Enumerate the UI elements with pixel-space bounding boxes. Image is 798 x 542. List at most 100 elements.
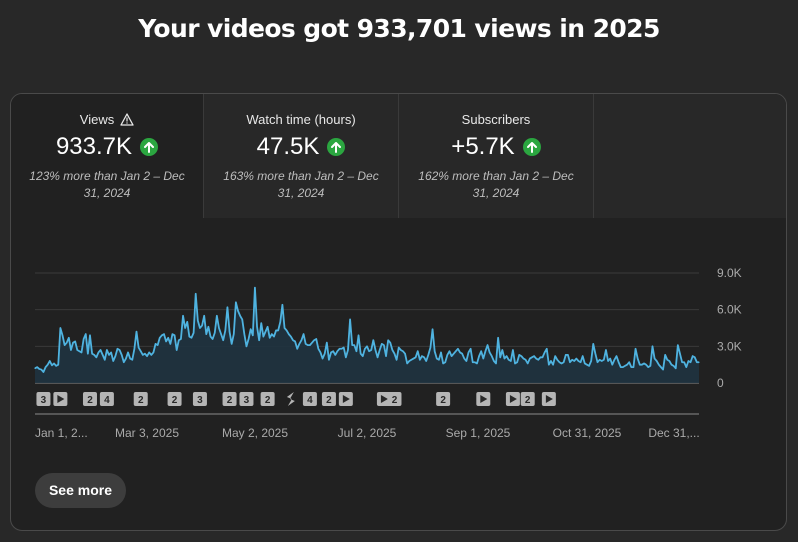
data-point xyxy=(214,332,216,334)
video-count-marker[interactable]: 2 xyxy=(321,392,336,406)
data-point xyxy=(243,333,245,335)
video-count-marker[interactable]: 2 xyxy=(222,392,237,406)
data-point xyxy=(396,359,398,361)
data-point xyxy=(36,366,38,368)
video-play-marker-icon[interactable] xyxy=(541,392,556,406)
data-point xyxy=(347,349,349,351)
data-point xyxy=(123,361,125,363)
series-area xyxy=(35,287,699,383)
data-point xyxy=(366,345,368,347)
data-point xyxy=(550,360,552,362)
data-point xyxy=(571,359,573,361)
data-point xyxy=(85,333,87,335)
data-point xyxy=(431,328,434,330)
data-point xyxy=(357,334,360,336)
data-point xyxy=(525,359,527,361)
data-point xyxy=(393,353,396,355)
svg-text:3: 3 xyxy=(244,395,250,406)
data-point xyxy=(586,364,588,366)
video-count-marker[interactable]: 3 xyxy=(36,392,51,406)
tab-views-value: 933.7K xyxy=(55,133,133,160)
data-point xyxy=(615,355,618,357)
video-play-marker-icon[interactable] xyxy=(338,392,353,406)
data-point xyxy=(533,355,535,357)
data-point xyxy=(169,343,171,345)
data-point xyxy=(307,344,309,346)
data-point xyxy=(66,342,68,344)
video-count-marker[interactable]: 4 xyxy=(99,392,114,406)
video-play-marker-icon[interactable] xyxy=(476,392,491,406)
video-count-marker[interactable]: 2 xyxy=(167,392,182,406)
video-count-marker[interactable]: 2 xyxy=(387,392,402,406)
data-point xyxy=(510,360,512,362)
data-point xyxy=(148,351,150,354)
data-point xyxy=(436,357,438,360)
data-point xyxy=(49,360,51,362)
data-point xyxy=(383,344,385,346)
data-point xyxy=(38,368,40,370)
data-point xyxy=(129,357,131,360)
data-point xyxy=(252,334,254,336)
data-point xyxy=(271,333,273,335)
data-point xyxy=(508,359,510,361)
video-count-marker[interactable]: 3 xyxy=(239,392,254,406)
data-point xyxy=(61,334,64,336)
video-count-marker[interactable]: 2 xyxy=(260,392,275,406)
video-count-marker[interactable]: 4 xyxy=(302,392,317,406)
data-point xyxy=(118,349,121,351)
data-point xyxy=(319,351,322,354)
data-point xyxy=(131,359,133,361)
data-point xyxy=(309,344,311,346)
data-point xyxy=(535,357,537,360)
data-point xyxy=(448,350,451,352)
data-point xyxy=(501,349,503,351)
data-point xyxy=(649,365,651,367)
video-count-marker[interactable]: 2 xyxy=(436,392,451,406)
data-point xyxy=(613,359,616,361)
data-point xyxy=(599,359,601,361)
tab-views[interactable]: Views 933.7K 123% more than Jan 2 – Dec … xyxy=(11,94,204,218)
data-point xyxy=(294,340,296,343)
svg-text:2: 2 xyxy=(440,395,446,406)
data-point xyxy=(438,359,440,361)
x-tick-label: Oct 31, 2025 xyxy=(553,426,622,440)
data-point xyxy=(233,333,235,335)
data-point xyxy=(193,332,195,334)
data-point xyxy=(305,343,307,345)
data-point xyxy=(258,339,260,341)
data-point xyxy=(554,355,556,357)
data-point xyxy=(239,315,241,317)
video-count-marker[interactable]: 2 xyxy=(520,392,535,406)
video-play-marker-icon[interactable] xyxy=(376,392,391,406)
data-point xyxy=(376,356,379,358)
svg-text:2: 2 xyxy=(87,395,93,406)
data-point xyxy=(157,344,159,346)
video-play-marker-icon[interactable] xyxy=(53,392,68,406)
data-point xyxy=(641,364,643,366)
data-point xyxy=(355,350,358,352)
tab-watch-time[interactable]: Watch time (hours) 47.5K 163% more than … xyxy=(204,94,399,218)
warning-icon[interactable] xyxy=(120,113,134,129)
tab-placeholder xyxy=(594,94,786,218)
video-count-marker[interactable]: 2 xyxy=(82,392,97,406)
video-play-marker-icon[interactable] xyxy=(505,392,520,406)
data-point xyxy=(110,351,112,354)
shorts-marker-icon[interactable] xyxy=(286,392,295,406)
data-point xyxy=(537,359,539,361)
data-point xyxy=(505,355,508,357)
data-point xyxy=(283,327,286,329)
video-count-marker[interactable]: 3 xyxy=(192,392,207,406)
data-point xyxy=(539,356,542,358)
svg-text:2: 2 xyxy=(172,395,178,406)
data-point xyxy=(520,355,522,357)
svg-text:2: 2 xyxy=(392,395,398,406)
data-point xyxy=(624,365,626,367)
video-count-marker[interactable]: 2 xyxy=(133,392,148,406)
data-point xyxy=(497,337,499,339)
stats-card: Views 933.7K 123% more than Jan 2 – Dec … xyxy=(10,93,787,531)
data-point xyxy=(391,349,393,351)
data-point xyxy=(188,335,190,338)
tab-subscribers[interactable]: Subscribers +5.7K 162% more than Jan 2 –… xyxy=(399,94,594,218)
data-point xyxy=(660,366,662,368)
see-more-button[interactable]: See more xyxy=(35,473,126,508)
